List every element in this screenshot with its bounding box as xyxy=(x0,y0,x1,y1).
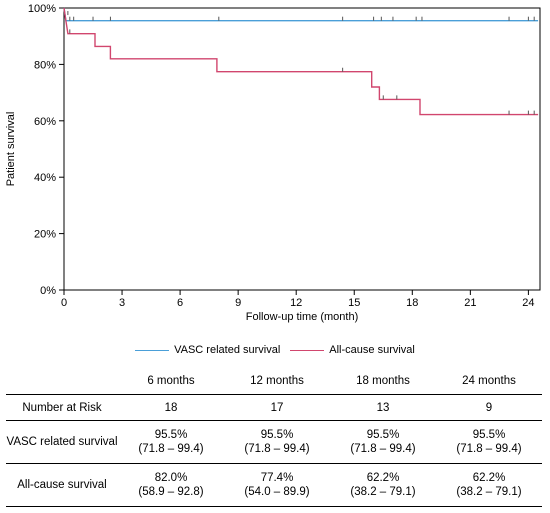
table-row-vasc: VASC related survival 95.5% (71.8 – 99.4)… xyxy=(6,420,542,464)
cell-estimate: 82.0% xyxy=(154,472,188,484)
row-label: Number at Risk xyxy=(6,394,118,421)
cell-ci: (38.2 – 79.1) xyxy=(350,486,416,498)
legend-label-all-cause: All-cause survival xyxy=(329,344,415,356)
table-cell: 95.5% (71.8 – 99.4) xyxy=(224,420,330,464)
y-tick-label: 20% xyxy=(34,229,56,241)
series-line-vasc xyxy=(63,7,539,22)
x-tick-label: 3 xyxy=(119,297,125,309)
y-tick-label: 40% xyxy=(34,172,56,184)
table-cell: 95.5% (71.8 – 99.4) xyxy=(436,420,542,464)
y-tick-label: 60% xyxy=(34,116,56,128)
cell-estimate: 62.2% xyxy=(366,472,400,484)
table-header-blank xyxy=(6,368,118,395)
table-header: 12 months xyxy=(250,375,304,387)
cell-ci: (71.8 – 99.4) xyxy=(244,443,310,455)
cell-ci: (54.0 – 89.9) xyxy=(244,486,310,498)
plot-frame xyxy=(63,7,541,291)
y-axis-label: Patient survival xyxy=(5,112,17,187)
cell-ci: (71.8 – 99.4) xyxy=(350,443,416,455)
series-line-all-cause xyxy=(63,7,539,116)
table-cell: 77.4% (54.0 – 89.9) xyxy=(224,463,330,507)
x-tick-label: 0 xyxy=(61,297,67,309)
table-header-row: 6 months 12 months 18 months 24 months xyxy=(6,368,542,395)
table-cell: 95.5% (71.8 – 99.4) xyxy=(330,420,436,464)
cell-ci: (38.2 – 79.1) xyxy=(456,486,522,498)
legend-label-vasc: VASC related survival xyxy=(174,344,281,356)
cell-estimate: 95.5% xyxy=(260,429,294,441)
legend-swatch-all-cause xyxy=(290,349,325,351)
x-tick-label: 24 xyxy=(522,297,534,309)
table-cell: 18 xyxy=(118,394,224,421)
y-tick-label: 100% xyxy=(28,3,56,15)
x-tick-label: 12 xyxy=(290,297,302,309)
table-cell: 95.5% (71.8 – 99.4) xyxy=(118,420,224,464)
table-cell: 17 xyxy=(224,394,330,421)
survival-chart: 0% 20% 40% 60% 80% 100% 0 3 6 9 12 15 18 21 24 Follow-u… xyxy=(5,3,541,323)
table-header: 6 months xyxy=(147,375,195,387)
table-header: 18 months xyxy=(356,375,410,387)
table-row-all-cause: All-cause survival 82.0% (58.9 – 92.8) 77… xyxy=(6,463,542,507)
cell-estimate: 62.2% xyxy=(472,472,506,484)
chart-legend: VASC related survival All-cause survival xyxy=(0,340,550,360)
legend-item-vasc: VASC related survival xyxy=(135,344,280,356)
table-header: 24 months xyxy=(462,375,516,387)
table-cell: 13 xyxy=(330,394,436,421)
x-tick-label: 9 xyxy=(235,297,241,309)
cell-estimate: 95.5% xyxy=(154,429,188,441)
cell-estimate: 95.5% xyxy=(366,429,400,441)
x-tick-label: 21 xyxy=(464,297,476,309)
table-cell: 62.2% (38.2 – 79.1) xyxy=(330,463,436,507)
x-tick-label: 6 xyxy=(177,297,183,309)
cell-estimate: 95.5% xyxy=(472,429,506,441)
cell-estimate: 77.4% xyxy=(260,472,294,484)
x-axis-label: Follow-up time (month) xyxy=(246,311,358,323)
y-tick-label: 0% xyxy=(40,285,56,297)
legend-swatch-vasc xyxy=(135,349,170,351)
y-tick-label: 80% xyxy=(34,59,56,71)
row-label: All-cause survival xyxy=(6,463,118,507)
x-tick-label: 18 xyxy=(406,297,418,309)
x-tick-label: 15 xyxy=(348,297,360,309)
table-cell: 62.2% (38.2 – 79.1) xyxy=(436,463,542,507)
cell-ci: (71.8 – 99.4) xyxy=(456,443,522,455)
survival-table: 6 months 12 months 18 months 24 months N… xyxy=(6,368,542,507)
legend-item-all-cause: All-cause survival xyxy=(290,344,415,356)
row-label: VASC related survival xyxy=(6,420,118,464)
cell-ci: (58.9 – 92.8) xyxy=(138,486,204,498)
table-cell: 9 xyxy=(436,394,542,421)
table-row-at-risk: Number at Risk 18 17 13 9 xyxy=(6,394,542,421)
cell-ci: (71.8 – 99.4) xyxy=(138,443,204,455)
table-cell: 82.0% (58.9 – 92.8) xyxy=(118,463,224,507)
